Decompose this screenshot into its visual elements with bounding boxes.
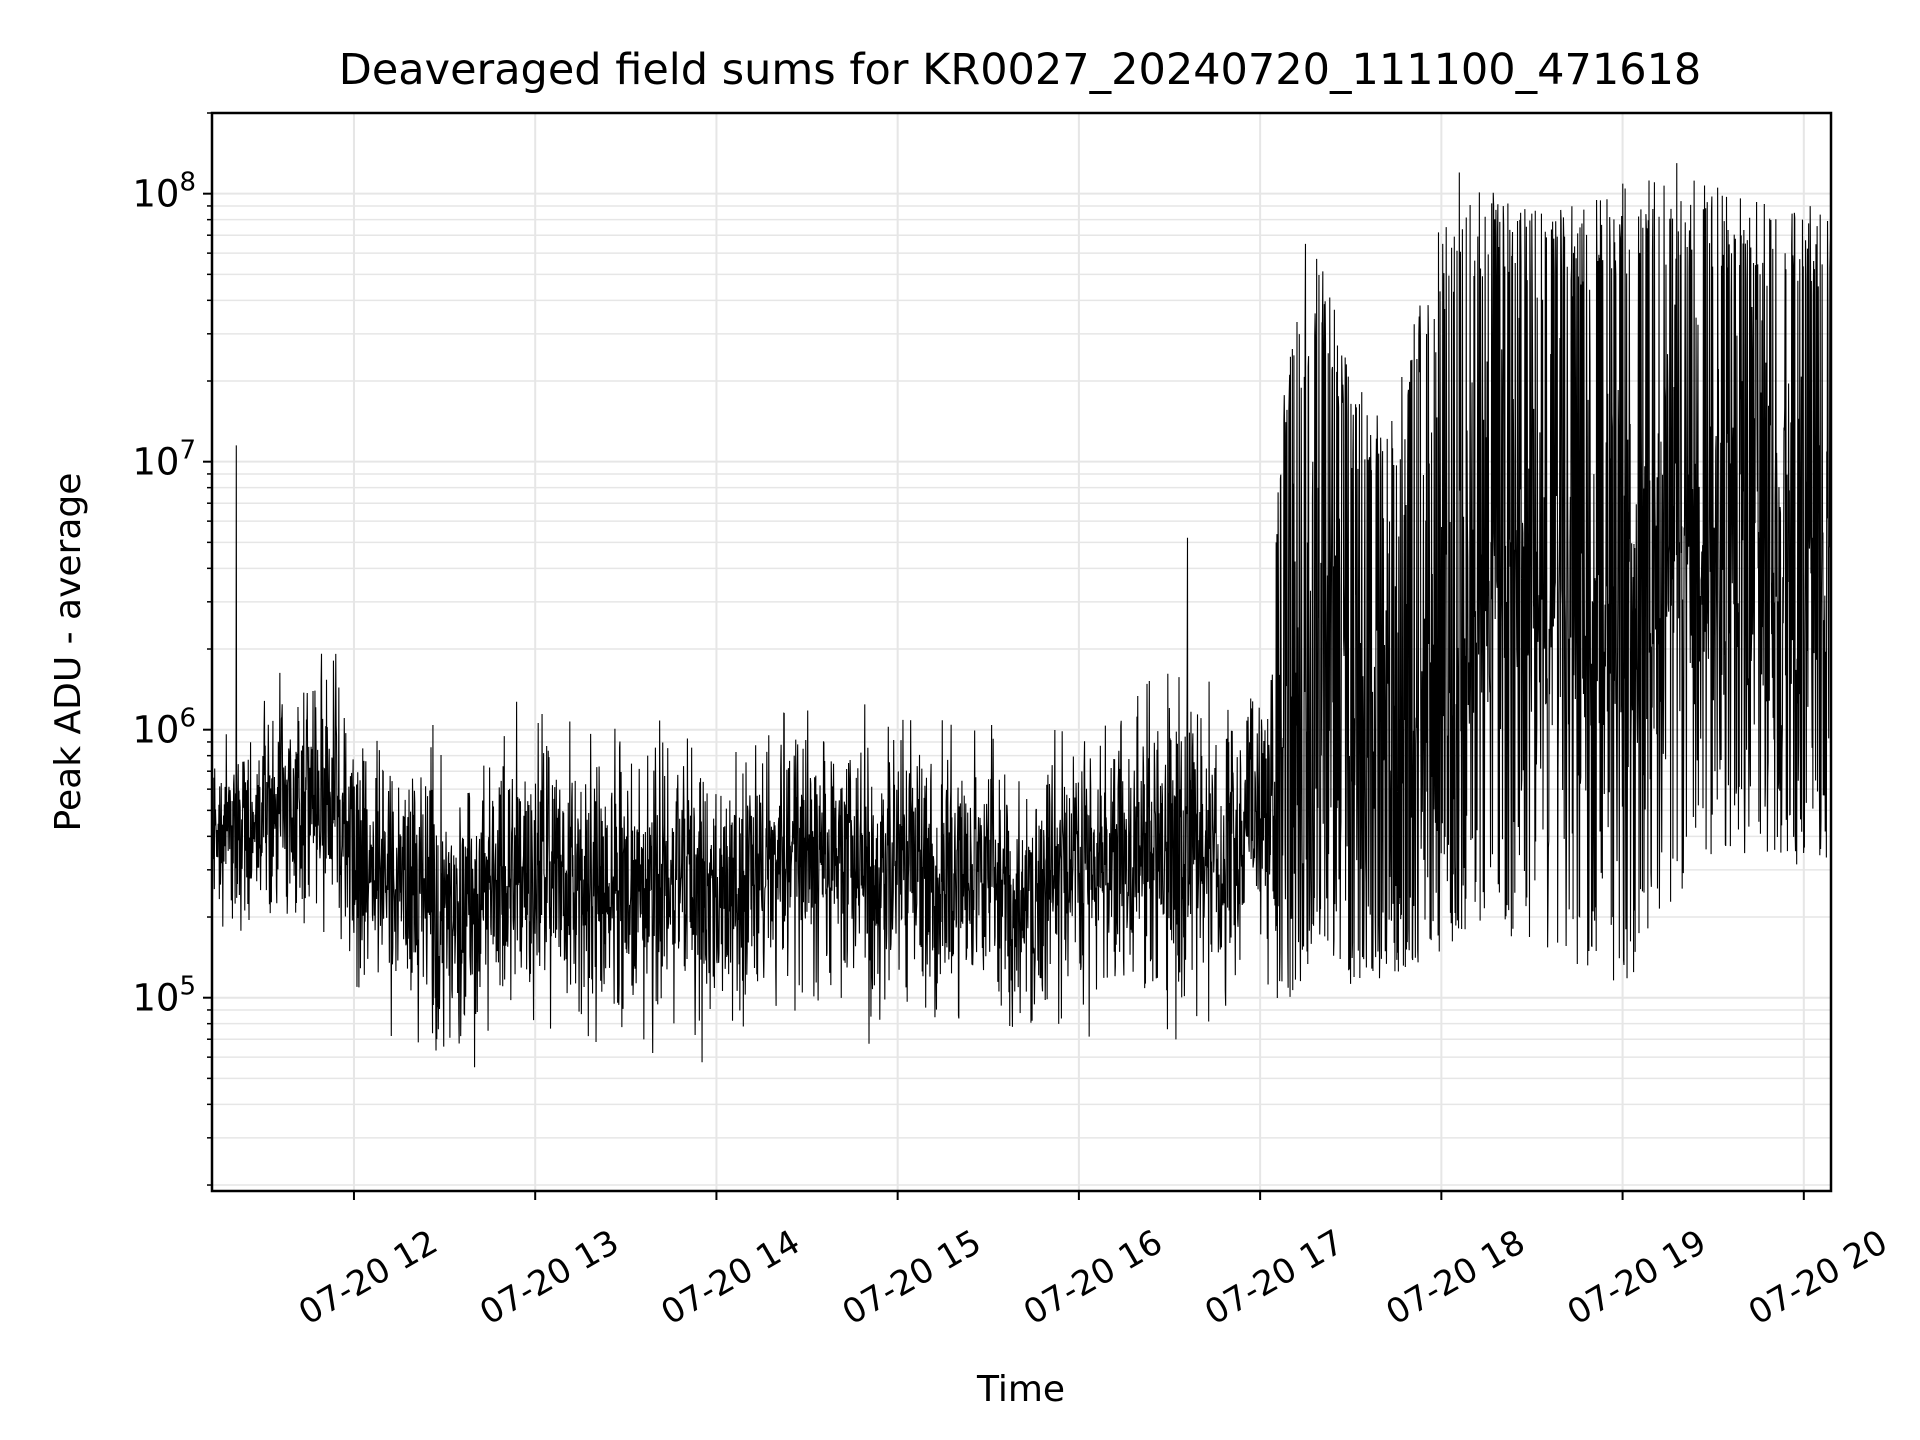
x-tick-label: 07-20 18: [1379, 1222, 1531, 1333]
x-tick-label: 07-20 20: [1742, 1222, 1894, 1333]
x-tick-label: 07-20 19: [1561, 1222, 1713, 1333]
y-tick-label: 106: [132, 704, 196, 752]
y-axis: 105 106 107 108: [132, 112, 212, 1186]
x-axis-label: Time: [976, 1369, 1065, 1410]
series-path: [211, 163, 1832, 1068]
series-line: [211, 163, 1832, 1068]
chart-title: Deaveraged field sums for KR0027_2024072…: [339, 45, 1702, 95]
y-tick-label: 105: [132, 972, 196, 1020]
x-tick-label: 07-20 15: [836, 1222, 988, 1333]
y-tick-label: 107: [132, 436, 196, 484]
plot-frame: [210, 111, 1833, 1193]
x-axis: 07-20 12 07-20 13 07-20 14 07-20 15 07-20 16…: [292, 1191, 1894, 1333]
x-tick-label: 07-20 13: [473, 1222, 625, 1333]
x-tick-label: 07-20 17: [1198, 1222, 1350, 1333]
x-tick-label: 07-20 12: [292, 1222, 444, 1333]
x-tick-label: 07-20 14: [655, 1222, 807, 1333]
y-tick-label: 108: [132, 168, 196, 216]
x-tick-label: 07-20 16: [1017, 1222, 1169, 1333]
y-axis-label: Peak ADU - average: [48, 473, 89, 832]
